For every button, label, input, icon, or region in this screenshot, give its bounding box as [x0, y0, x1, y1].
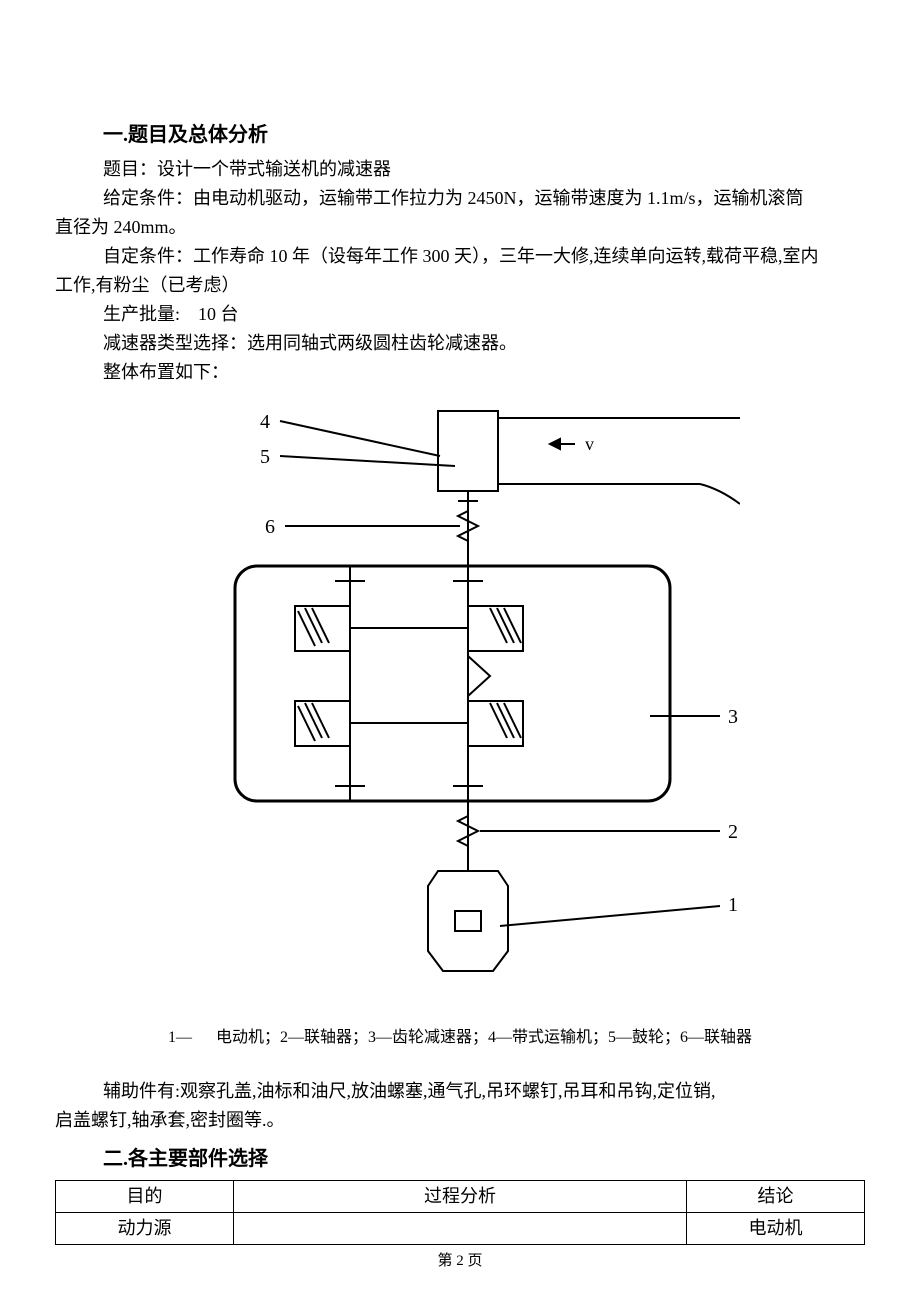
- diagram-label-2: 2: [728, 821, 738, 843]
- diagram-label-5: 5: [260, 446, 270, 468]
- table-row: 动力源 电动机: [56, 1213, 865, 1245]
- table-header-purpose: 目的: [56, 1181, 234, 1213]
- section1-heading: 一.题目及总体分析: [103, 120, 865, 150]
- caption-rest: 电动机；2—联轴器；3—齿轮减速器；4—带式运输机；5—鼓轮；6—联轴器: [216, 1029, 752, 1046]
- batch-line: 生产批量: 10 台: [55, 301, 865, 328]
- diagram-label-1: 1: [728, 894, 738, 916]
- page-footer: 第 2 页: [0, 1250, 920, 1273]
- parts-table: 目的 过程分析 结论 动力源 电动机: [55, 1180, 865, 1245]
- diagram-label-v: v: [585, 434, 594, 454]
- topic-line: 题目：设计一个带式输送机的减速器: [55, 156, 865, 183]
- caption-prefix: 1—: [168, 1029, 192, 1046]
- custom-cond-line-b: 工作,有粉尘（已考虑）: [55, 272, 865, 299]
- table-cell-purpose: 动力源: [56, 1213, 234, 1245]
- section2-heading: 二.各主要部件选择: [103, 1144, 865, 1174]
- given-cond-line-b: 直径为 240mm。: [55, 214, 865, 241]
- table-header-analysis: 过程分析: [233, 1181, 686, 1213]
- diagram-label-6: 6: [265, 516, 275, 538]
- aux-line2: 启盖螺钉,轴承套,密封圈等.。: [55, 1107, 865, 1134]
- table-cell-conclusion: 电动机: [687, 1213, 865, 1245]
- diagram-caption: 1— 电动机；2—联轴器；3—齿轮减速器；4—带式运输机；5—鼓轮；6—联轴器: [55, 1026, 865, 1050]
- diagram-label-3: 3: [728, 706, 738, 728]
- aux-line1: 辅助件有:观察孔盖,油标和油尺,放油螺塞,通气孔,吊环螺钉,吊耳和吊钩,定位销,: [103, 1078, 865, 1105]
- given-cond-line-a: 给定条件：由电动机驱动，运输带工作拉力为 2450N，运输带速度为 1.1m/s…: [55, 185, 865, 212]
- layout-diagram: v 4 5 6: [180, 396, 740, 1006]
- table-cell-analysis: [233, 1213, 686, 1245]
- table-header-row: 目的 过程分析 结论: [56, 1181, 865, 1213]
- layout-intro-line: 整体布置如下：: [55, 359, 865, 386]
- custom-cond-line-a: 自定条件：工作寿命 10 年（设每年工作 300 天），三年一大修,连续单向运转…: [55, 243, 865, 270]
- reducer-type-line: 减速器类型选择：选用同轴式两级圆柱齿轮减速器。: [55, 330, 865, 357]
- diagram-label-4: 4: [260, 411, 270, 433]
- table-header-conclusion: 结论: [687, 1181, 865, 1213]
